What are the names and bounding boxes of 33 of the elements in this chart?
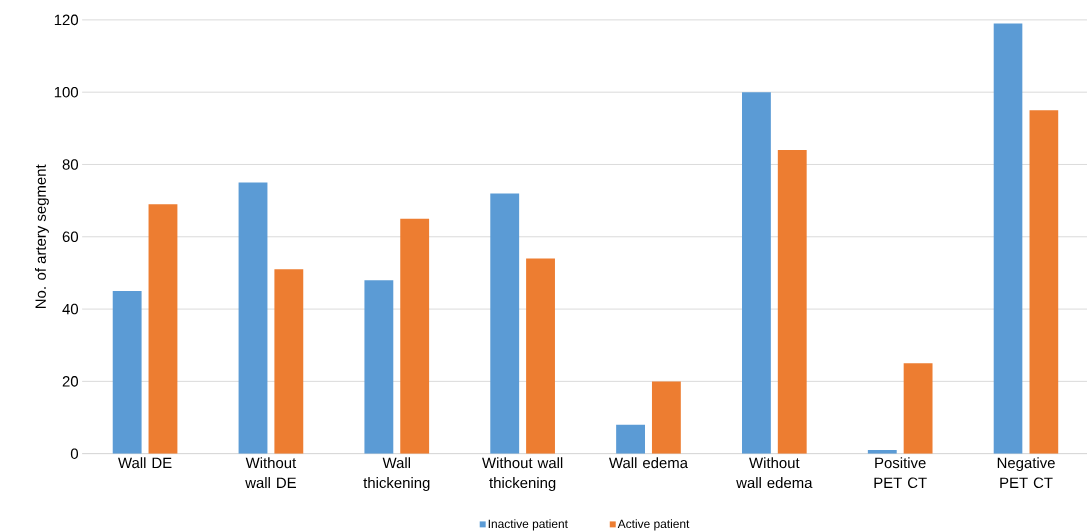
x-tick-label: Wall edema bbox=[609, 457, 688, 469]
x-tick-label: Without wall thickening bbox=[482, 457, 563, 491]
bar bbox=[903, 363, 933, 454]
y-tick-label: 100 bbox=[54, 86, 79, 98]
legend-label: Active patient bbox=[617, 519, 690, 531]
y-tick-label: 0 bbox=[70, 448, 79, 459]
bar bbox=[651, 381, 681, 454]
bar bbox=[777, 149, 807, 454]
bar bbox=[400, 218, 430, 454]
bar bbox=[364, 280, 394, 454]
bar bbox=[742, 92, 771, 454]
bar bbox=[1029, 110, 1059, 454]
x-tick-label: Negative PET CT bbox=[997, 457, 1055, 488]
bar bbox=[490, 193, 520, 454]
bar bbox=[238, 182, 268, 454]
bar bbox=[274, 269, 304, 454]
legend-label: Inactive patient bbox=[488, 519, 568, 531]
x-tick-label: Wall DE bbox=[118, 457, 172, 469]
x-tick-label: Positive PET CT bbox=[874, 457, 927, 488]
y-tick-label: 80 bbox=[62, 159, 79, 170]
x-tick-label: Without wall edema bbox=[736, 457, 813, 488]
y-tick-label: 60 bbox=[62, 231, 79, 242]
bar bbox=[148, 204, 178, 454]
bar bbox=[616, 424, 645, 454]
y-axis-title: No. of artery segment bbox=[34, 164, 49, 308]
x-tick-label: Wall thickening bbox=[363, 457, 430, 491]
bar bbox=[112, 290, 142, 454]
y-tick-label: 20 bbox=[62, 375, 79, 387]
y-tick-label: 40 bbox=[62, 303, 79, 315]
bar bbox=[993, 23, 1023, 454]
y-tick-label: 120 bbox=[54, 14, 79, 26]
bar bbox=[526, 258, 555, 454]
x-tick-label: Without wall DE bbox=[245, 457, 297, 488]
